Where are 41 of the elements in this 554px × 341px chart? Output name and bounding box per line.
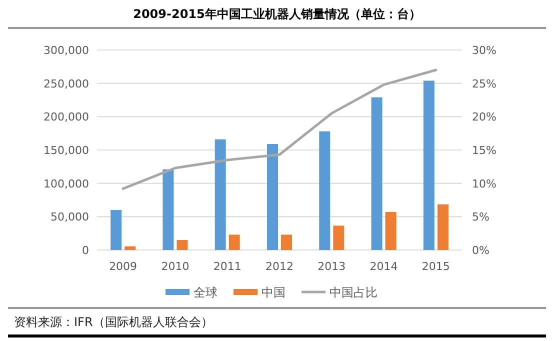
y2-tick-label: 20%	[472, 110, 496, 124]
y-tick-label: 300,000	[44, 44, 89, 57]
bar	[281, 234, 292, 250]
bar	[371, 97, 382, 250]
bar	[437, 204, 448, 250]
y2-tick-label: 5%	[472, 210, 490, 224]
legend-label: 全球	[194, 286, 218, 300]
legend-label: 中国	[262, 286, 286, 300]
x-tick-label: 2010	[161, 260, 190, 273]
bar	[385, 212, 396, 250]
x-tick-label: 2015	[422, 260, 450, 273]
text: 资料来源：IFR（国际机器人联合会）	[14, 315, 213, 329]
chart-title: 2009-2015年中国工业机器人销量情况（单位：台）	[133, 7, 421, 21]
y-tick-label: 0	[82, 244, 89, 257]
bar	[228, 234, 240, 250]
legend-label: 中国占比	[330, 286, 378, 300]
x-tick-label: 2011	[213, 260, 242, 273]
y2-tick-label: 10%	[472, 177, 496, 190]
x-tick-label: 2014	[370, 260, 398, 273]
y-tick-label: 250,000	[44, 77, 89, 90]
bar	[176, 240, 188, 250]
bar	[319, 131, 330, 250]
bar	[214, 139, 226, 250]
bar	[267, 144, 278, 250]
x-tick-label: 2013	[318, 260, 346, 273]
y2-tick-label: 25%	[472, 77, 496, 90]
bar	[162, 169, 174, 250]
y2-tick-label: 15%	[472, 144, 496, 157]
bar	[423, 80, 434, 250]
bar	[124, 246, 136, 250]
y-tick-label: 150,000	[44, 144, 89, 157]
bar	[110, 210, 122, 250]
x-tick-label: 2009	[109, 260, 138, 273]
y-tick-label: 50,000	[50, 210, 89, 224]
y-tick-label: 200,000	[44, 110, 89, 124]
x-tick-label: 2012	[266, 260, 294, 273]
bar	[333, 226, 344, 250]
y2-tick-label: 0%	[472, 244, 490, 257]
line-series	[122, 68, 438, 190]
y-tick-label: 100,000	[44, 177, 89, 190]
y2-tick-label: 30%	[472, 44, 496, 57]
